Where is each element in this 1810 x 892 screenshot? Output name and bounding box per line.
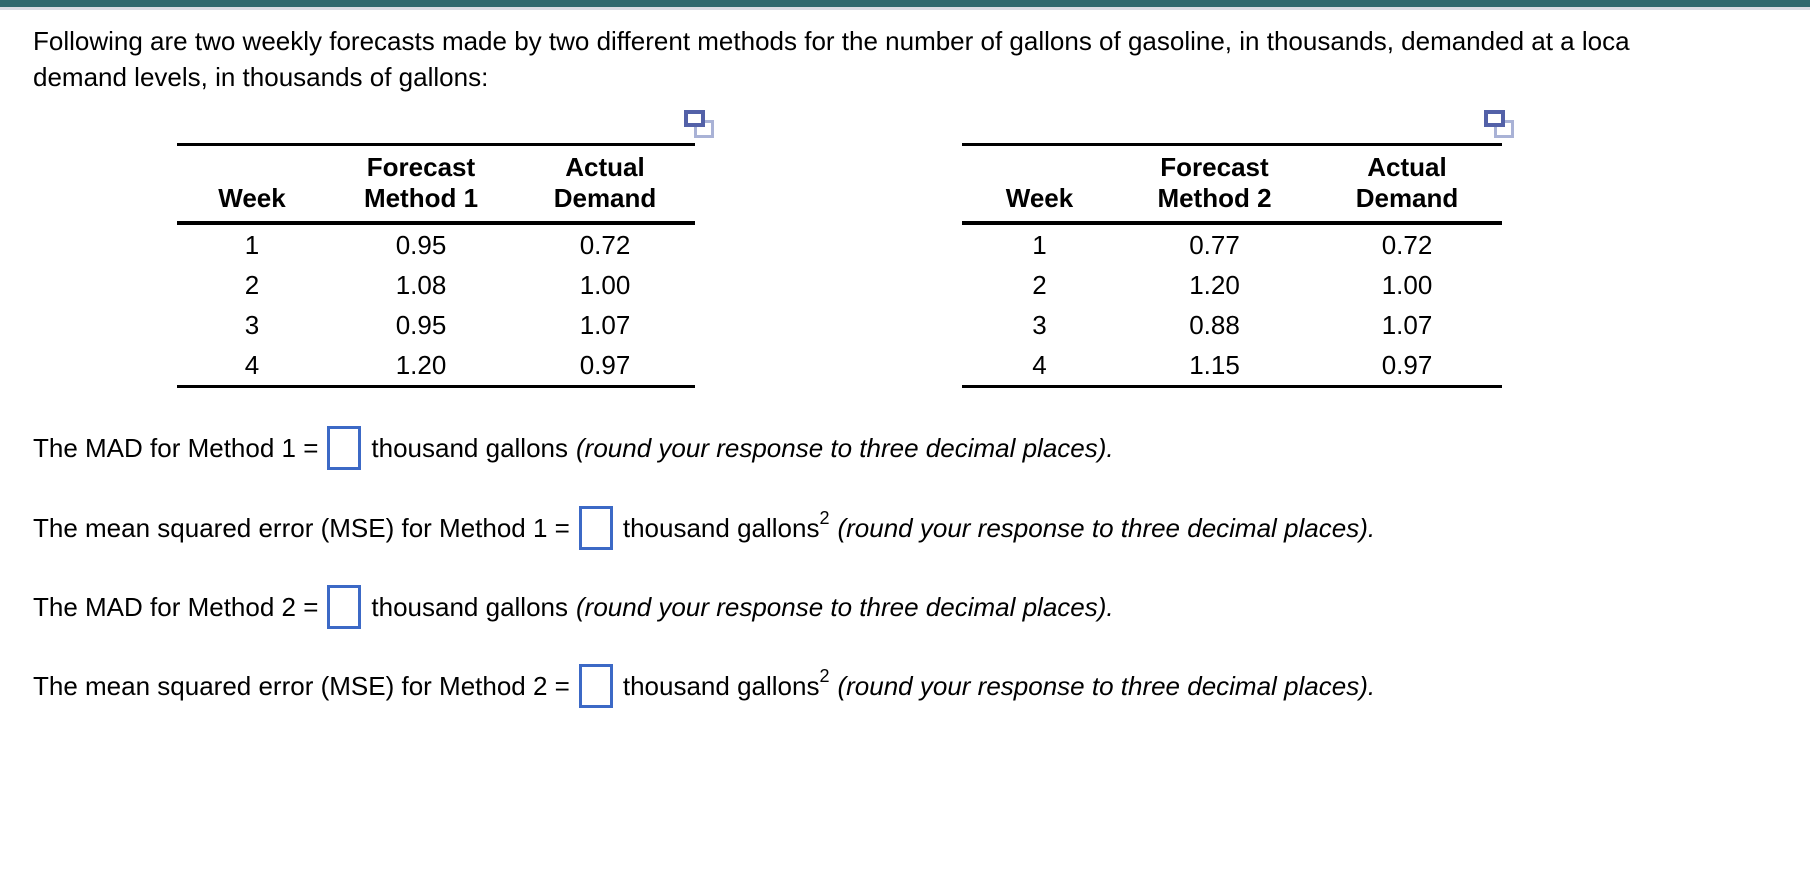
col-header-actual-line2: Demand	[553, 183, 657, 213]
table-row: 2 1.20 1.00	[962, 265, 1502, 305]
cell-actual: 1.00	[579, 270, 631, 300]
mad-method1-input[interactable]	[327, 426, 362, 470]
col-header-forecast-line2: Method 2	[1157, 183, 1272, 213]
cell-forecast: 0.95	[395, 230, 447, 260]
cell-week: 3	[1032, 310, 1047, 340]
col-header-forecast-method2: Forecast Method 2	[1117, 144, 1312, 225]
col-header-actual-demand: Actual Demand	[1312, 144, 1502, 225]
top-accent-bar	[0, 0, 1810, 7]
table-row: 3 0.95 1.07	[177, 305, 695, 345]
cell-actual: 1.00	[1381, 270, 1433, 300]
col-header-actual-demand: Actual Demand	[515, 144, 695, 225]
question-prefix: The MAD for Method 2 =	[33, 591, 319, 622]
col-header-forecast-line2: Method 1	[363, 183, 479, 213]
col-header-forecast-method1: Forecast Method 1	[327, 144, 515, 225]
cell-forecast: 1.08	[395, 270, 447, 300]
copy-icon[interactable]	[684, 110, 714, 138]
cell-actual: 0.72	[579, 230, 631, 260]
question-rounding-note: (round your response to three decimal pl…	[837, 670, 1376, 701]
question-prefix: The MAD for Method 1 =	[33, 432, 319, 463]
table-row: 1 0.77 0.72	[962, 223, 1502, 265]
table-row: 3 0.88 1.07	[962, 305, 1502, 345]
cell-week: 2	[1032, 270, 1047, 300]
col-header-week: Week	[962, 144, 1117, 225]
cell-forecast: 1.15	[1189, 350, 1240, 380]
cell-week: 3	[244, 310, 260, 340]
cell-week: 4	[244, 350, 260, 380]
question-intro-line-1: Following are two weekly forecasts made …	[33, 26, 1630, 56]
top-bar-divider	[0, 7, 1810, 10]
col-header-forecast-line1: Forecast	[1160, 152, 1269, 182]
cell-actual: 0.97	[1381, 350, 1433, 380]
col-header-actual-line1: Actual	[1367, 152, 1447, 182]
question-unit-superscript: 2	[819, 666, 830, 686]
cell-forecast: 1.20	[395, 350, 447, 380]
mse-method2-input[interactable]	[578, 664, 613, 708]
copy-icon-front-rect	[684, 110, 705, 127]
mse-method1-input[interactable]	[578, 506, 613, 550]
question-mse-method1: The mean squared error (MSE) for Method …	[33, 504, 1375, 552]
table-row: 4 1.20 0.97	[177, 345, 695, 387]
table-row: 2 1.08 1.00	[177, 265, 695, 305]
cell-forecast: 0.77	[1189, 230, 1240, 260]
question-rounding-note: (round your response to three decimal pl…	[837, 512, 1376, 543]
cell-forecast: 0.88	[1189, 310, 1240, 340]
col-header-forecast-line1: Forecast	[366, 152, 476, 182]
cell-week: 2	[244, 270, 260, 300]
question-mse-method2: The mean squared error (MSE) for Method …	[33, 662, 1375, 710]
col-header-week-label: Week	[1005, 183, 1074, 213]
question-mad-method1: The MAD for Method 1 = thousand gallons …	[33, 424, 1114, 472]
col-header-actual-line1: Actual	[565, 152, 645, 182]
table-row: 4 1.15 0.97	[962, 345, 1502, 387]
question-unit: thousand gallons	[371, 591, 569, 622]
table-row: 1 0.95 0.72	[177, 223, 695, 265]
cell-forecast: 0.95	[395, 310, 447, 340]
col-header-week-label: Week	[218, 183, 286, 213]
cell-actual: 0.72	[1381, 230, 1433, 260]
forecast-table-method1: Week Forecast Method 1 Actual Demand 1 0…	[177, 143, 695, 388]
forecast-table-method2: Week Forecast Method 2 Actual Demand 1 0…	[962, 143, 1502, 388]
question-rounding-note: (round your response to three decimal pl…	[576, 432, 1114, 463]
col-header-week: Week	[177, 144, 327, 225]
question-prefix: The mean squared error (MSE) for Method …	[33, 670, 570, 701]
question-unit-superscript: 2	[819, 508, 830, 528]
question-prefix: The mean squared error (MSE) for Method …	[33, 512, 570, 543]
copy-icon-front-rect	[1484, 110, 1505, 127]
cell-actual: 1.07	[579, 310, 631, 340]
cell-week: 1	[244, 230, 260, 260]
cell-week: 1	[1032, 230, 1047, 260]
question-unit: thousand gallons	[622, 512, 820, 543]
table-header-row: Week Forecast Method 1 Actual Demand	[177, 144, 695, 225]
cell-forecast: 1.20	[1189, 270, 1240, 300]
col-header-actual-line2: Demand	[1355, 183, 1459, 213]
question-intro-line-2: demand levels, in thousands of gallons:	[33, 62, 489, 92]
question-mad-method2: The MAD for Method 2 = thousand gallons …	[33, 583, 1114, 631]
table-header-row: Week Forecast Method 2 Actual Demand	[962, 144, 1502, 225]
cell-actual: 1.07	[1381, 310, 1433, 340]
cell-week: 4	[1032, 350, 1047, 380]
question-rounding-note: (round your response to three decimal pl…	[576, 591, 1114, 622]
question-unit: thousand gallons	[371, 432, 569, 463]
copy-icon[interactable]	[1484, 110, 1514, 138]
cell-actual: 0.97	[579, 350, 631, 380]
mad-method2-input[interactable]	[327, 585, 362, 629]
question-unit: thousand gallons	[622, 670, 820, 701]
